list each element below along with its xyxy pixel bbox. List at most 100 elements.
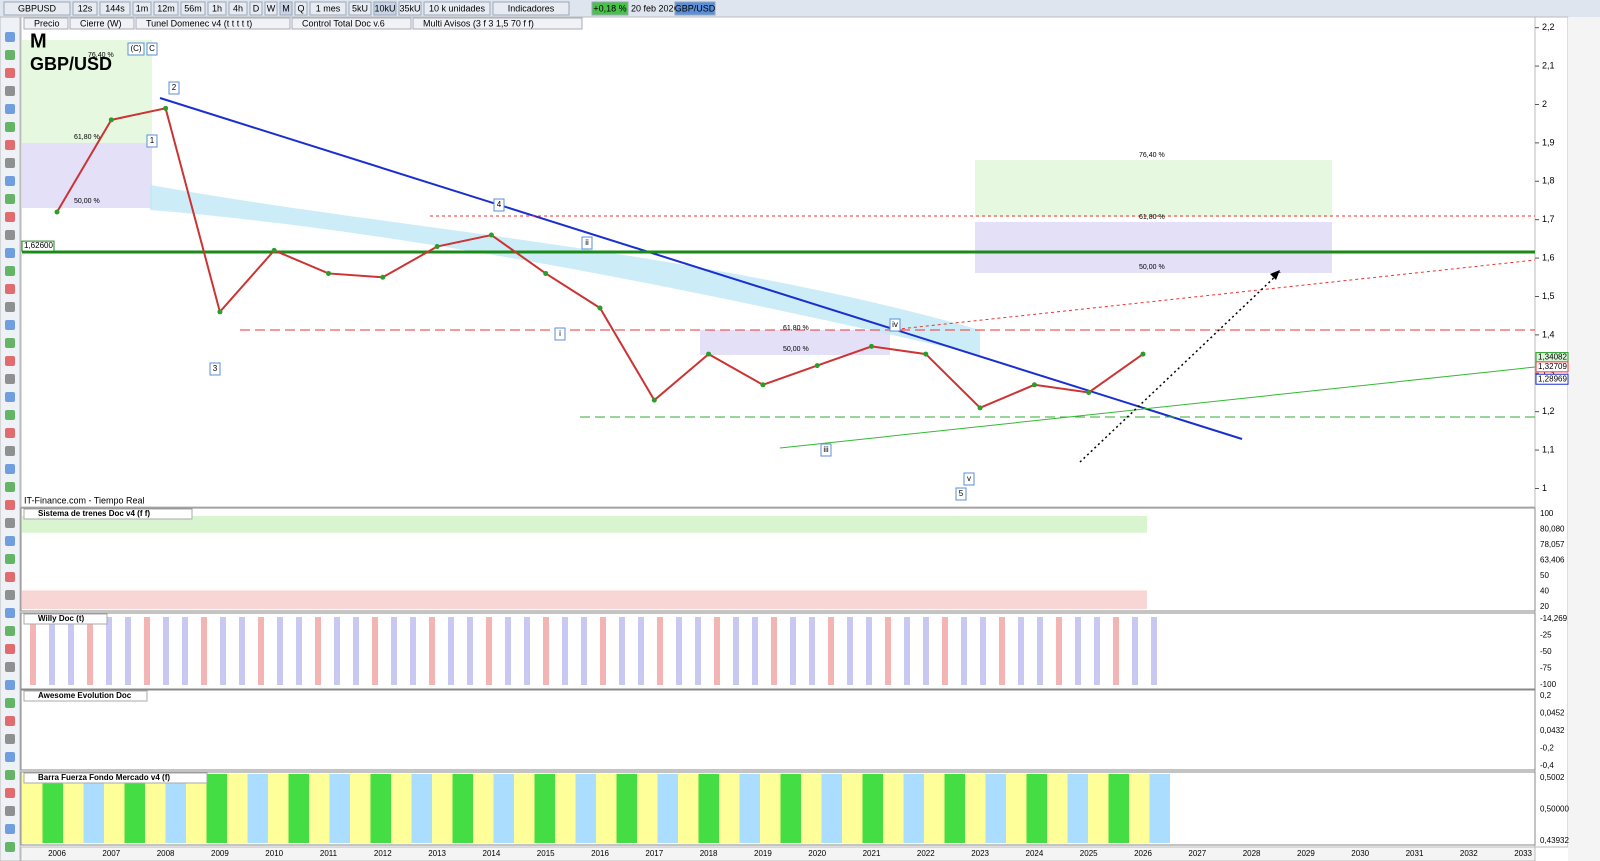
toolbar-button[interactable] (72, 1, 98, 16)
toolbar-button[interactable] (153, 1, 179, 16)
fib-zone (22, 40, 152, 143)
toolbar-button[interactable] (348, 1, 372, 16)
tool-icon[interactable] (5, 662, 15, 672)
tool-icon[interactable] (5, 824, 15, 834)
tool-icon[interactable] (5, 266, 15, 276)
toolbar-button-label[interactable]: Q (297, 3, 304, 13)
tool-icon[interactable] (5, 464, 15, 474)
toolbar-button-label[interactable]: 35kU (399, 3, 420, 13)
toolbar-button-label[interactable]: 12m (157, 3, 175, 13)
toolbar-button-label[interactable]: 1h (212, 3, 222, 13)
toolbar-button-label[interactable]: 12s (78, 3, 93, 13)
tool-icon[interactable] (5, 194, 15, 204)
tool-icon[interactable] (5, 500, 15, 510)
tool-icon[interactable] (5, 590, 15, 600)
toolbar-button[interactable] (279, 1, 293, 16)
tool-icon[interactable] (5, 428, 15, 438)
toolbar-button[interactable] (492, 1, 570, 16)
toolbar-button-label[interactable]: GBPUSD (18, 3, 57, 13)
toolbar-button-label[interactable]: W (267, 3, 276, 13)
projection-arrow (1079, 271, 1281, 463)
tool-icon[interactable] (5, 608, 15, 618)
toolbar-button-label[interactable]: 5kU (352, 3, 368, 13)
toolbar-button-label[interactable]: D (253, 3, 260, 13)
tool-icon[interactable] (5, 788, 15, 798)
tool-icon[interactable] (5, 644, 15, 654)
tool-icon[interactable] (5, 122, 15, 132)
tool-icon[interactable] (5, 212, 15, 222)
toolbar-button[interactable] (398, 1, 422, 16)
tool-icon[interactable] (5, 176, 15, 186)
toolbar-button[interactable] (249, 1, 263, 16)
tool-icon[interactable] (5, 572, 15, 582)
tool-icon[interactable] (5, 680, 15, 690)
date-label: 20 feb 2026 (631, 3, 679, 13)
toolbar-button[interactable] (264, 1, 278, 16)
tool-icon[interactable] (5, 104, 15, 114)
toolbar-button-label[interactable]: 1m (136, 3, 149, 13)
legend-tab[interactable] (69, 17, 135, 30)
tool-icon[interactable] (5, 392, 15, 402)
tool-icon[interactable] (5, 752, 15, 762)
toolbar-button[interactable] (373, 1, 397, 16)
toolbar-button[interactable] (674, 1, 716, 16)
tool-icon[interactable] (5, 446, 15, 456)
toolbar-button-label[interactable]: 56m (184, 3, 202, 13)
toolbar-button[interactable] (3, 1, 71, 16)
legend-tab-label[interactable]: Multi Avisos (3 f 3 1,5 70 f f) (423, 18, 534, 28)
tool-icon[interactable] (5, 698, 15, 708)
tool-icon[interactable] (5, 320, 15, 330)
toolbar-button[interactable] (309, 1, 347, 16)
tool-icon[interactable] (5, 248, 15, 258)
toolbar-button[interactable] (132, 1, 152, 16)
tool-icon[interactable] (5, 86, 15, 96)
legend-tab[interactable] (412, 17, 583, 30)
legend-tab[interactable] (23, 17, 69, 30)
tool-icon[interactable] (5, 50, 15, 60)
toolbar-button[interactable] (423, 1, 491, 16)
legend-tab-label[interactable]: Control Total Doc v.6 (302, 18, 385, 28)
legend-tab-label[interactable]: Tunel Domenec v4 (t t t t t) (146, 18, 252, 28)
legend-tab-label[interactable]: Precio (34, 18, 60, 28)
tool-icon[interactable] (5, 536, 15, 546)
toolbar-button-label[interactable]: 10 k unidades (429, 3, 486, 13)
tool-icon[interactable] (5, 374, 15, 384)
toolbar-button-label[interactable]: GBP/USD (675, 3, 716, 13)
toolbar-button[interactable] (294, 1, 308, 16)
toolbar-button-label[interactable]: 1 mes (316, 3, 341, 13)
toolbar-button[interactable] (228, 1, 248, 16)
tool-icon[interactable] (5, 68, 15, 78)
legend-tab[interactable] (291, 17, 412, 30)
tool-icon[interactable] (5, 32, 15, 42)
tool-icon[interactable] (5, 482, 15, 492)
tool-icon[interactable] (5, 158, 15, 168)
tool-icon[interactable] (5, 734, 15, 744)
tool-icon[interactable] (5, 842, 15, 852)
toolbar-button-label[interactable]: 144s (105, 3, 125, 13)
tool-icon[interactable] (5, 338, 15, 348)
toolbar-button[interactable] (99, 1, 131, 16)
tool-icon[interactable] (5, 284, 15, 294)
tool-icon[interactable] (5, 230, 15, 240)
tool-icon[interactable] (5, 626, 15, 636)
toolbar-button-label[interactable]: +0,18 % (593, 3, 626, 13)
tool-icon[interactable] (5, 410, 15, 420)
toolbar-button-label[interactable]: Indicadores (508, 3, 555, 13)
legend-tab-label[interactable]: Cierre (W) (80, 18, 122, 28)
tool-icon[interactable] (5, 518, 15, 528)
tool-icon[interactable] (5, 302, 15, 312)
tool-icon[interactable] (5, 770, 15, 780)
toolbar-button-label[interactable]: M (282, 3, 290, 13)
tool-icon[interactable] (5, 716, 15, 726)
toolbar-button[interactable] (180, 1, 206, 16)
tool-icon[interactable] (5, 554, 15, 564)
toolbar-button-label[interactable]: 10kU (374, 3, 395, 13)
toolbar-button[interactable] (591, 1, 629, 16)
toolbar-button[interactable] (207, 1, 227, 16)
toolbar-button-label[interactable]: 4h (233, 3, 243, 13)
tool-icon[interactable] (5, 140, 15, 150)
tool-icon[interactable] (5, 806, 15, 816)
tool-icon[interactable] (5, 356, 15, 366)
legend-tab[interactable] (135, 17, 291, 30)
